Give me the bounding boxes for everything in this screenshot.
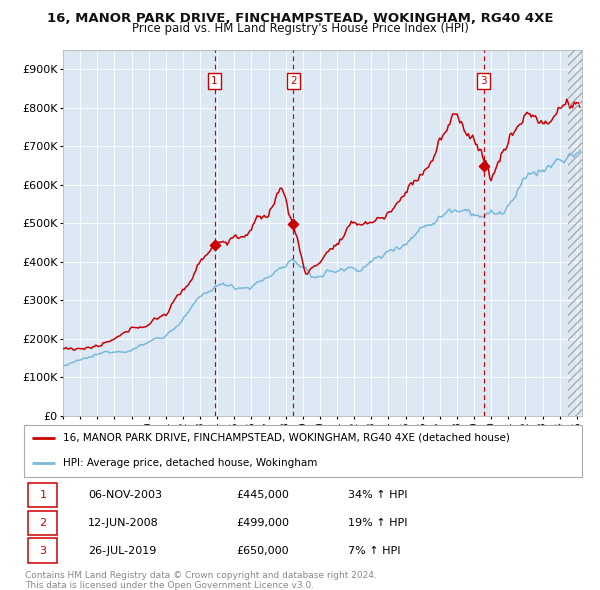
Point bbox=[289, 219, 298, 228]
Bar bbox=[568, 50, 582, 416]
Text: £445,000: £445,000 bbox=[236, 490, 289, 500]
FancyBboxPatch shape bbox=[28, 539, 58, 563]
Text: 1: 1 bbox=[211, 76, 218, 86]
Text: 1: 1 bbox=[40, 490, 46, 500]
Text: 3: 3 bbox=[481, 76, 487, 86]
Text: £650,000: £650,000 bbox=[236, 546, 289, 556]
Text: 34% ↑ HPI: 34% ↑ HPI bbox=[347, 490, 407, 500]
Point bbox=[479, 161, 488, 171]
Text: 3: 3 bbox=[40, 546, 46, 556]
FancyBboxPatch shape bbox=[28, 483, 58, 507]
Text: 12-JUN-2008: 12-JUN-2008 bbox=[88, 518, 159, 527]
Text: 06-NOV-2003: 06-NOV-2003 bbox=[88, 490, 162, 500]
Text: 7% ↑ HPI: 7% ↑ HPI bbox=[347, 546, 400, 556]
Text: Contains HM Land Registry data © Crown copyright and database right 2024.: Contains HM Land Registry data © Crown c… bbox=[25, 571, 377, 579]
Text: Price paid vs. HM Land Registry's House Price Index (HPI): Price paid vs. HM Land Registry's House … bbox=[131, 22, 469, 35]
Text: 16, MANOR PARK DRIVE, FINCHAMPSTEAD, WOKINGHAM, RG40 4XE (detached house): 16, MANOR PARK DRIVE, FINCHAMPSTEAD, WOK… bbox=[63, 433, 510, 442]
Text: 26-JUL-2019: 26-JUL-2019 bbox=[88, 546, 157, 556]
Text: 2: 2 bbox=[290, 76, 296, 86]
FancyBboxPatch shape bbox=[28, 510, 58, 535]
Text: HPI: Average price, detached house, Wokingham: HPI: Average price, detached house, Woki… bbox=[63, 458, 317, 468]
Point bbox=[210, 240, 220, 250]
Text: 19% ↑ HPI: 19% ↑ HPI bbox=[347, 518, 407, 527]
Text: 16, MANOR PARK DRIVE, FINCHAMPSTEAD, WOKINGHAM, RG40 4XE: 16, MANOR PARK DRIVE, FINCHAMPSTEAD, WOK… bbox=[47, 12, 553, 25]
FancyBboxPatch shape bbox=[24, 425, 582, 477]
Text: £499,000: £499,000 bbox=[236, 518, 289, 527]
Text: 2: 2 bbox=[40, 518, 47, 527]
Text: This data is licensed under the Open Government Licence v3.0.: This data is licensed under the Open Gov… bbox=[25, 581, 314, 589]
